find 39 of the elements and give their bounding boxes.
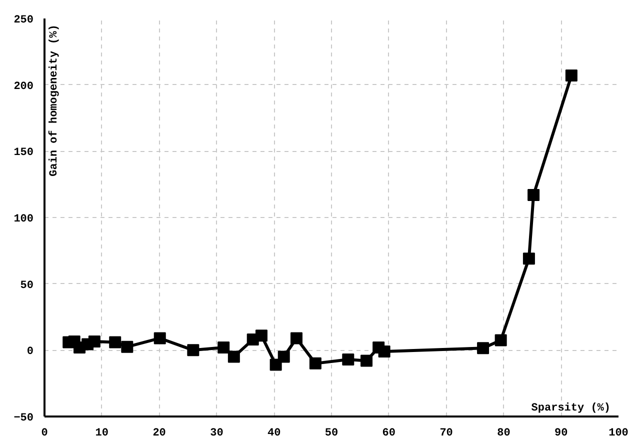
y-tick-label: 50 xyxy=(20,280,34,292)
point xyxy=(255,330,268,342)
x-tick-label: 70 xyxy=(440,428,453,440)
point xyxy=(228,350,240,363)
x-tick-label: 100 xyxy=(608,428,628,440)
point xyxy=(278,350,290,363)
point xyxy=(187,344,200,356)
point xyxy=(309,357,322,370)
point xyxy=(360,354,373,367)
x-tick-label: 90 xyxy=(554,428,568,440)
point xyxy=(154,332,166,344)
point xyxy=(565,70,578,82)
x-tick-label: 20 xyxy=(152,428,166,440)
point xyxy=(342,353,354,366)
point xyxy=(477,342,490,354)
x-tick-label: 30 xyxy=(210,428,224,440)
y-tick-label: 200 xyxy=(14,80,34,93)
y-axis-title: Gain of homogeneity (%) xyxy=(48,24,60,176)
point xyxy=(522,252,535,265)
x-tick-label: 40 xyxy=(268,428,281,440)
point xyxy=(528,188,540,201)
y-tick-label: 100 xyxy=(14,214,34,226)
y-tick-label: 150 xyxy=(14,147,34,160)
point xyxy=(88,336,100,348)
x-tick-label: 0 xyxy=(41,428,48,440)
point xyxy=(494,334,507,346)
y-tick-label: 0 xyxy=(26,346,34,358)
point xyxy=(218,342,230,354)
x-tick-label: 10 xyxy=(95,428,108,440)
x-tick-label: 60 xyxy=(382,428,396,440)
x-tick-label: 80 xyxy=(497,428,510,440)
y-tick-label: −50 xyxy=(14,412,34,424)
point xyxy=(121,340,134,353)
x-axis-title: Sparsity (%) xyxy=(531,402,611,414)
y-tick-label: 250 xyxy=(14,14,34,26)
point xyxy=(378,345,390,358)
point xyxy=(109,336,122,348)
x-tick-label: 50 xyxy=(324,428,338,440)
point xyxy=(290,332,302,344)
